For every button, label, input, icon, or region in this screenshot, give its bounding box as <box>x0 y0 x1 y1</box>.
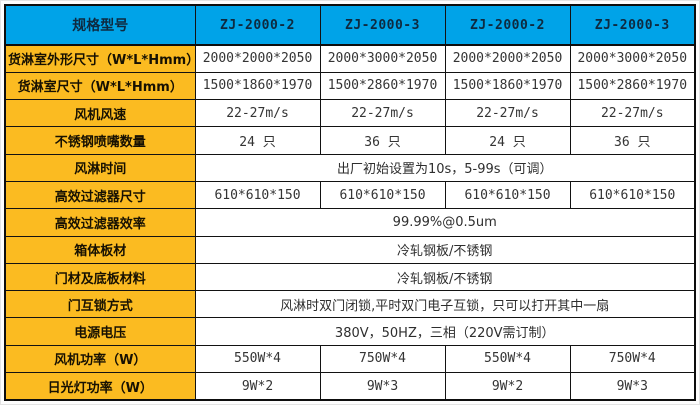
table-row: 电源电压 380V，50HZ，三相（220V需订制） <box>4 317 696 346</box>
row-label: 门互锁方式 <box>4 290 196 319</box>
row-label: 高效过滤器尺寸 <box>4 180 196 210</box>
cell-value-col1: 1500*1860*1970 <box>194 71 321 101</box>
cell-value-col4: 750W*4 <box>569 344 696 374</box>
cell-value-col3: 610*610*150 <box>444 180 571 210</box>
cell-value-col1: 610*610*150 <box>194 180 321 210</box>
cell-value-col2: 1500*2860*1970 <box>319 71 446 101</box>
row-value-span: 冷轧钢板/不锈钢 <box>194 235 696 264</box>
cell-value-col4: 22-27m/s <box>569 99 696 128</box>
row-value-span: 冷轧钢板/不锈钢 <box>194 262 696 292</box>
cell-value-col3: 22-27m/s <box>444 99 571 128</box>
table-row: 日光灯功率（W） 9W*2 9W*3 9W*2 9W*3 <box>4 372 696 401</box>
header-model-4: ZJ-2000-3 <box>569 4 696 46</box>
table-row: 门材及底板材料 冷轧钢板/不锈钢 <box>4 262 696 292</box>
cell-value-col3: 550W*4 <box>444 344 571 374</box>
row-value-span: 风淋时双门闭锁,平时双门电子互锁，只可以打开其中一扇 <box>194 290 696 319</box>
cell-value-col4: 2000*3000*2050 <box>569 44 696 73</box>
cell-value-col3: 2000*2000*2050 <box>444 44 571 73</box>
header-model-2: ZJ-2000-3 <box>319 4 446 46</box>
header-row: 规格型号 ZJ-2000-2 ZJ-2000-3 ZJ-2000-2 ZJ-2000-… <box>4 4 696 46</box>
row-label: 货淋室尺寸（W*L*Hmm） <box>4 71 196 101</box>
header-model-1: ZJ-2000-2 <box>194 4 321 46</box>
table-row: 高效过滤器效率 99.99%@0.5um <box>4 208 696 237</box>
cell-value-col3: 9W*2 <box>444 372 571 401</box>
cell-value-col2: 9W*3 <box>319 372 446 401</box>
cell-value-col3: 1500*1860*1970 <box>444 71 571 101</box>
spec-table-body: 货淋室外形尺寸（W*L*Hmm） 2000*2000*2050 2000*3000*… <box>4 44 696 401</box>
header-spec-model-label: 规格型号 <box>4 4 196 46</box>
cell-value-col2: 2000*3000*2050 <box>319 44 446 73</box>
cell-value-col2: 36 只 <box>319 126 446 155</box>
row-value-span: 380V，50HZ，三相（220V需订制） <box>194 317 696 346</box>
row-label: 货淋室外形尺寸（W*L*Hmm） <box>4 44 196 73</box>
row-label: 风淋时间 <box>4 153 196 182</box>
row-value-span: 99.99%@0.5um <box>194 208 696 237</box>
row-label: 电源电压 <box>4 317 196 346</box>
table-row: 不锈钢喷嘴数量 24 只 36 只 24 只 36 只 <box>4 126 696 155</box>
cell-value-col1: 22-27m/s <box>194 99 321 128</box>
table-row: 高效过滤器尺寸 610*610*150 610*610*150 610*610*150… <box>4 180 696 210</box>
cell-value-col2: 610*610*150 <box>319 180 446 210</box>
row-label: 风机功率（W） <box>4 344 196 374</box>
table-row: 风机功率（W） 550W*4 750W*4 550W*4 750W*4 <box>4 344 696 374</box>
spec-table: 规格型号 ZJ-2000-2 ZJ-2000-3 ZJ-2000-2 ZJ-2000-… <box>4 4 696 401</box>
header-model-3: ZJ-2000-2 <box>444 4 571 46</box>
cell-value-col1: 9W*2 <box>194 372 321 401</box>
cell-value-col4: 1500*2860*1970 <box>569 71 696 101</box>
table-row: 货淋室外形尺寸（W*L*Hmm） 2000*2000*2050 2000*3000*… <box>4 44 696 73</box>
cell-value-col1: 550W*4 <box>194 344 321 374</box>
row-label: 日光灯功率（W） <box>4 372 196 401</box>
table-row: 门互锁方式 风淋时双门闭锁,平时双门电子互锁，只可以打开其中一扇 <box>4 290 696 319</box>
cell-value-col2: 22-27m/s <box>319 99 446 128</box>
cell-value-col4: 36 只 <box>569 126 696 155</box>
cell-value-col1: 24 只 <box>194 126 321 155</box>
row-value-span: 出厂初始设置为10s，5-99s（可调） <box>194 153 696 182</box>
row-label: 风机风速 <box>4 99 196 128</box>
row-label: 高效过滤器效率 <box>4 208 196 237</box>
row-label: 门材及底板材料 <box>4 262 196 292</box>
cell-value-col2: 750W*4 <box>319 344 446 374</box>
table-row: 风机风速 22-27m/s 22-27m/s 22-27m/s 22-27m/s <box>4 99 696 128</box>
table-row: 箱体板材 冷轧钢板/不锈钢 <box>4 235 696 264</box>
cell-value-col4: 610*610*150 <box>569 180 696 210</box>
cell-value-col3: 24 只 <box>444 126 571 155</box>
cell-value-col1: 2000*2000*2050 <box>194 44 321 73</box>
table-row: 货淋室尺寸（W*L*Hmm） 1500*1860*1970 1500*2860*19… <box>4 71 696 101</box>
row-label: 箱体板材 <box>4 235 196 264</box>
table-row: 风淋时间 出厂初始设置为10s，5-99s（可调） <box>4 153 696 182</box>
row-label: 不锈钢喷嘴数量 <box>4 126 196 155</box>
cell-value-col4: 9W*3 <box>569 372 696 401</box>
